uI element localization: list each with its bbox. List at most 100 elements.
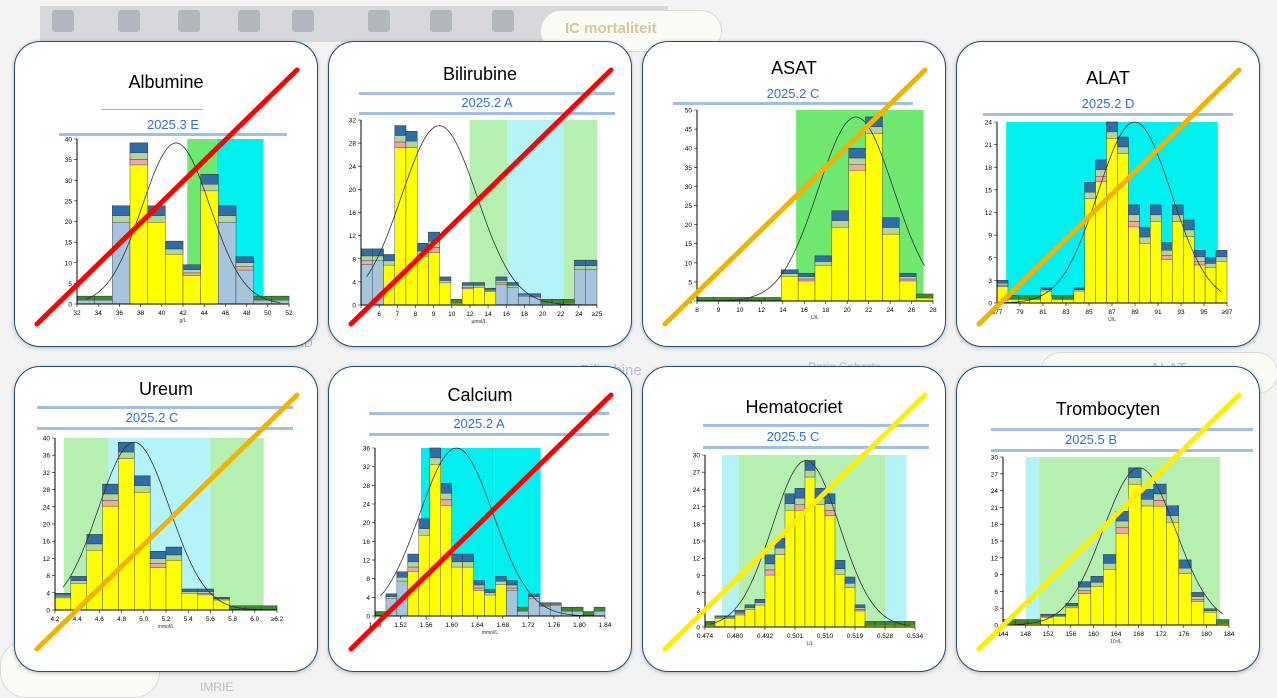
histogram-bar (774, 538, 786, 628)
bar-segment-blue (405, 131, 418, 142)
x-axis-unit: g/L (180, 318, 187, 324)
y-tick-label: 4 (46, 590, 50, 597)
bar-segment-blue (439, 276, 452, 281)
x-tick-label: 0.519 (847, 633, 864, 640)
y-tick-label: 10 (685, 260, 693, 267)
asat-card[interactable]: ASAT 2025.2 C 05101520253035404550891012… (642, 41, 946, 347)
histogram-bar (882, 217, 900, 302)
bar-segment-dark (253, 295, 272, 301)
histogram-bar (271, 295, 290, 305)
bar-segment-green (1203, 610, 1217, 613)
histogram-chart: 0 3 6 9 12 15 18 21 24 27 30 144 148 152 156 160 164 168 1… (976, 392, 1242, 652)
histogram-bar (1078, 581, 1092, 626)
x-tick-label: 87 (1108, 309, 1116, 316)
y-tick-label: 15 (685, 241, 693, 248)
y-tick-label: 24 (991, 488, 999, 495)
y-tick-label: 9 (988, 233, 992, 240)
bar-segment-pink (360, 260, 373, 265)
settings-icon (178, 10, 200, 32)
hematocriet-card[interactable]: Hematocriet 2025.5 C 0 3 6 9 12 15 18 21 24 27 30 0… (642, 366, 946, 672)
histogram-bar (1204, 257, 1217, 304)
x-tick-label: 0.534 (907, 633, 924, 640)
bar-segment-green (1182, 229, 1195, 237)
y-tick-label: 15 (985, 187, 993, 194)
y-tick-label: 12 (363, 558, 371, 565)
x-tick-label: 81 (1039, 309, 1047, 316)
bar-segment-green (794, 497, 806, 505)
bar-segment-blue (407, 553, 420, 563)
histogram-bar (784, 493, 796, 628)
bar-segment-green (1103, 563, 1117, 570)
normal-curve (1009, 467, 1223, 626)
bar-segment-blue (834, 560, 846, 570)
bar-segment-pink (1153, 500, 1167, 507)
bar-segment-pink (495, 282, 508, 286)
bar-segment-blue (372, 248, 384, 257)
histogram-bar (147, 205, 166, 305)
y-tick-label: 12 (985, 210, 993, 217)
y-tick-label: 45 (685, 127, 693, 134)
ureum-card[interactable]: Ureum 2025.2 C 0 4 8 12 16 20 24 28 32 36 40 4.2 4.4… (14, 366, 318, 672)
histogram-bar (1128, 204, 1140, 304)
histogram-bar (696, 297, 715, 302)
bar-segment-blue (235, 256, 254, 263)
bar-segment-green (774, 547, 786, 555)
bar-segment-green (440, 493, 452, 501)
bar-segment-green (462, 561, 474, 568)
histogram-chart: 0 5 10 15 20 25 30 35 40 32 34 36 38 40 42 44 46 48 50 52 g/… (34, 67, 300, 327)
bar-segment-green (724, 617, 736, 619)
bar-segment-blue (1139, 227, 1151, 238)
y-tick-label: 36 (363, 446, 371, 453)
bar-segment-green (197, 591, 214, 594)
bar-segment-blue (1103, 554, 1117, 564)
y-tick-label: 18 (991, 522, 999, 529)
histogram-bar (484, 589, 496, 617)
chart-title: Ureum (138, 379, 193, 399)
bar-segment-green (360, 255, 373, 261)
x-tick-label: 152 (1043, 631, 1054, 638)
bar-segment-green (213, 598, 230, 601)
bar-segment-blue (882, 217, 900, 228)
x-tick-label: 36 (116, 310, 124, 317)
histogram-bar (1161, 242, 1173, 304)
bar-segment-green (1204, 263, 1217, 268)
y-tick-label: 24 (693, 487, 701, 494)
bar-segment-blue (165, 546, 183, 556)
bar-body (1106, 121, 1118, 304)
histogram-bar (1103, 554, 1117, 626)
x-tick-label: 9 (717, 307, 721, 314)
bar-segment-green (844, 583, 856, 588)
histogram-bar (1106, 121, 1118, 304)
histogram-bar (76, 295, 95, 305)
bar-segment-blue (1128, 204, 1140, 216)
bar-segment-blue (585, 259, 598, 267)
bar-segment-blue (418, 518, 430, 529)
bar-segment-green (165, 554, 183, 561)
x-tick-label: 95 (1200, 309, 1208, 316)
trombocyten-card[interactable]: Trombocyten 2025.5 B 0 3 6 9 12 15 18 21 24 27 30 1… (956, 366, 1260, 672)
bar-segment-blue (814, 255, 833, 262)
code-underline (673, 102, 913, 105)
albumine-card[interactable]: Albumine 2025.3 E 0 5 10 15 20 25 30 35 40 32 34 36… (14, 41, 318, 347)
title-underline (703, 424, 929, 427)
y-tick-label: 8 (366, 576, 370, 583)
cross-out-line (34, 67, 300, 327)
histogram-bar (1040, 613, 1054, 626)
y-tick-label: 24 (363, 502, 371, 509)
bar-segment-green (1191, 596, 1205, 600)
bar-segment-green (754, 602, 766, 606)
bar-segment-green (218, 215, 237, 223)
bar-segment-green (1150, 214, 1162, 222)
alat-card[interactable]: ALAT 2025.2 D 0 3 6 9 12 15 18 21 24 ≤77 79 81 83 85 8… (956, 41, 1260, 347)
calcium-card[interactable]: Calcium 2025.2 A 048121620242832361.461.… (328, 366, 632, 672)
code-underline (59, 133, 287, 136)
bar-segment-dark (582, 611, 595, 616)
histogram-bar (834, 560, 846, 628)
bar-segment-blue (797, 273, 816, 277)
histogram-bar (724, 615, 736, 628)
bar-segment-pink (764, 569, 776, 576)
x-tick-label: 0.474 (697, 633, 714, 640)
bar-body (848, 147, 866, 302)
y-tick-label: 9 (696, 573, 700, 580)
bilirubine-card[interactable]: Bilirubine 2025.2 A 04812162024283256789… (328, 41, 632, 347)
